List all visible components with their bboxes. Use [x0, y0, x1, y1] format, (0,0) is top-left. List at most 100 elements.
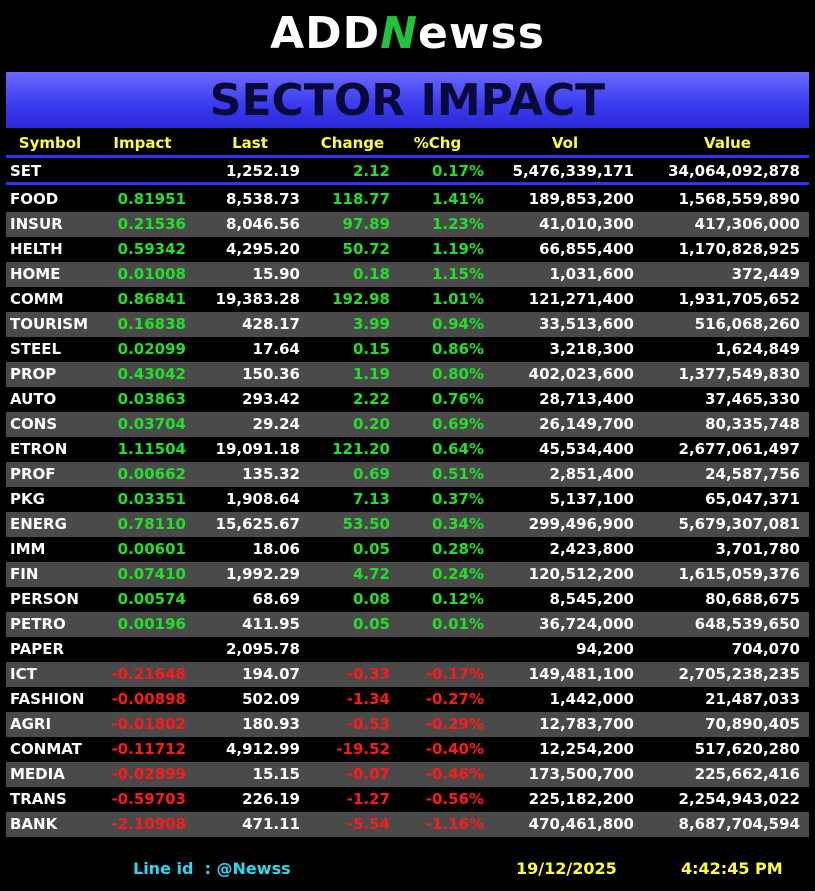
- value: 21,487,033: [705, 690, 800, 708]
- symbol: PERSON: [10, 590, 79, 608]
- value: 37,465,330: [705, 390, 800, 408]
- impact: -0.00898: [111, 690, 186, 708]
- column-header: Change: [320, 134, 385, 152]
- symbol: HOME: [10, 265, 61, 283]
- change: 0.08: [352, 590, 390, 608]
- impact: 0.59342: [117, 240, 186, 258]
- column-header: Symbol: [18, 134, 82, 152]
- symbol: FIN: [10, 565, 39, 583]
- symbol: PROF: [10, 465, 56, 483]
- symbol: PAPER: [10, 640, 65, 658]
- impact: 0.02099: [117, 340, 186, 358]
- volume: 120,512,200: [528, 565, 634, 583]
- impact: 0.78110: [117, 515, 186, 533]
- separator: [6, 155, 809, 158]
- time: 4:42:45 PM: [681, 859, 783, 878]
- value: 372,449: [731, 265, 800, 283]
- last: 150.36: [242, 365, 300, 383]
- pct-change: -0.29%: [425, 715, 484, 733]
- last: 194.07: [242, 665, 300, 683]
- impact: 0.07410: [117, 565, 186, 583]
- separator: [6, 182, 809, 185]
- pct-change: 0.94%: [431, 315, 484, 333]
- impact: 1.11504: [117, 440, 186, 458]
- change: 3.99: [352, 315, 390, 333]
- logo: ADDNewss: [0, 8, 815, 59]
- pct-change: -0.56%: [425, 790, 484, 808]
- volume: 121,271,400: [528, 290, 634, 308]
- change: 1.19: [352, 365, 390, 383]
- symbol: FOOD: [10, 190, 59, 208]
- symbol: AGRI: [10, 715, 52, 733]
- value: 80,335,748: [705, 415, 800, 433]
- change: 0.05: [352, 540, 390, 558]
- volume: 36,724,000: [539, 615, 634, 633]
- value: 34,064,092,878: [668, 162, 800, 180]
- symbol: COMM: [10, 290, 64, 308]
- pct-change: 1.01%: [431, 290, 484, 308]
- volume: 45,534,400: [539, 440, 634, 458]
- column-header: Last: [232, 134, 268, 152]
- impact: 0.00662: [117, 465, 186, 483]
- symbol: TOURISM: [10, 315, 89, 333]
- value: 80,688,675: [705, 590, 800, 608]
- logo-text: ADD: [270, 8, 381, 59]
- pct-change: -1.16%: [425, 815, 484, 833]
- value: 417,306,000: [694, 215, 800, 233]
- symbol: BANK: [10, 815, 58, 833]
- symbol: CONMAT: [10, 740, 82, 758]
- value: 225,662,416: [694, 765, 800, 783]
- symbol: STEEL: [10, 340, 62, 358]
- value: 648,539,650: [694, 615, 800, 633]
- volume: 173,500,700: [528, 765, 634, 783]
- change: 0.18: [352, 265, 390, 283]
- change: 0.05: [352, 615, 390, 633]
- symbol: CONS: [10, 415, 58, 433]
- impact: -0.11712: [111, 740, 186, 758]
- impact: 0.43042: [117, 365, 186, 383]
- change: 0.20: [352, 415, 390, 433]
- row-background: [6, 762, 809, 787]
- last: 411.95: [242, 615, 300, 633]
- symbol: PETRO: [10, 615, 66, 633]
- change: 4.72: [352, 565, 390, 583]
- symbol: ENERG: [10, 515, 67, 533]
- pct-change: 1.23%: [431, 215, 484, 233]
- change: -1.34: [346, 690, 390, 708]
- pct-change: 0.69%: [431, 415, 484, 433]
- pct-change: 0.86%: [431, 340, 484, 358]
- last: 15.15: [252, 765, 300, 783]
- pct-change: 0.34%: [431, 515, 484, 533]
- last: 29.24: [252, 415, 300, 433]
- column-header: Value: [704, 134, 751, 152]
- pct-change: 0.64%: [431, 440, 484, 458]
- change: -0.33: [346, 665, 390, 683]
- symbol: ETRON: [10, 440, 68, 458]
- row-background: [6, 312, 809, 337]
- pct-change: 0.80%: [431, 365, 484, 383]
- symbol: AUTO: [10, 390, 57, 408]
- pct-change: 0.24%: [431, 565, 484, 583]
- row-background: [6, 262, 809, 287]
- change: 118.77: [332, 190, 390, 208]
- volume: 402,023,600: [528, 365, 634, 383]
- value: 8,687,704,594: [678, 815, 800, 833]
- row-background: [6, 412, 809, 437]
- last: 4,295.20: [225, 240, 300, 258]
- volume: 94,200: [576, 640, 634, 658]
- volume: 26,149,700: [539, 415, 634, 433]
- volume: 12,783,700: [539, 715, 634, 733]
- last: 1,252.19: [225, 162, 300, 180]
- title-bar: SECTOR IMPACT: [6, 72, 809, 128]
- last: 1,992.29: [225, 565, 300, 583]
- value: 1,170,828,925: [678, 240, 800, 258]
- value: 24,587,756: [705, 465, 800, 483]
- logo-mark: N: [380, 8, 419, 59]
- column-header: Impact: [113, 134, 172, 152]
- impact: -0.21648: [111, 665, 186, 683]
- last: 1,908.64: [225, 490, 300, 508]
- last: 2,095.78: [225, 640, 300, 658]
- value: 2,254,943,022: [678, 790, 800, 808]
- symbol: IMM: [10, 540, 46, 558]
- pct-change: -0.40%: [425, 740, 484, 758]
